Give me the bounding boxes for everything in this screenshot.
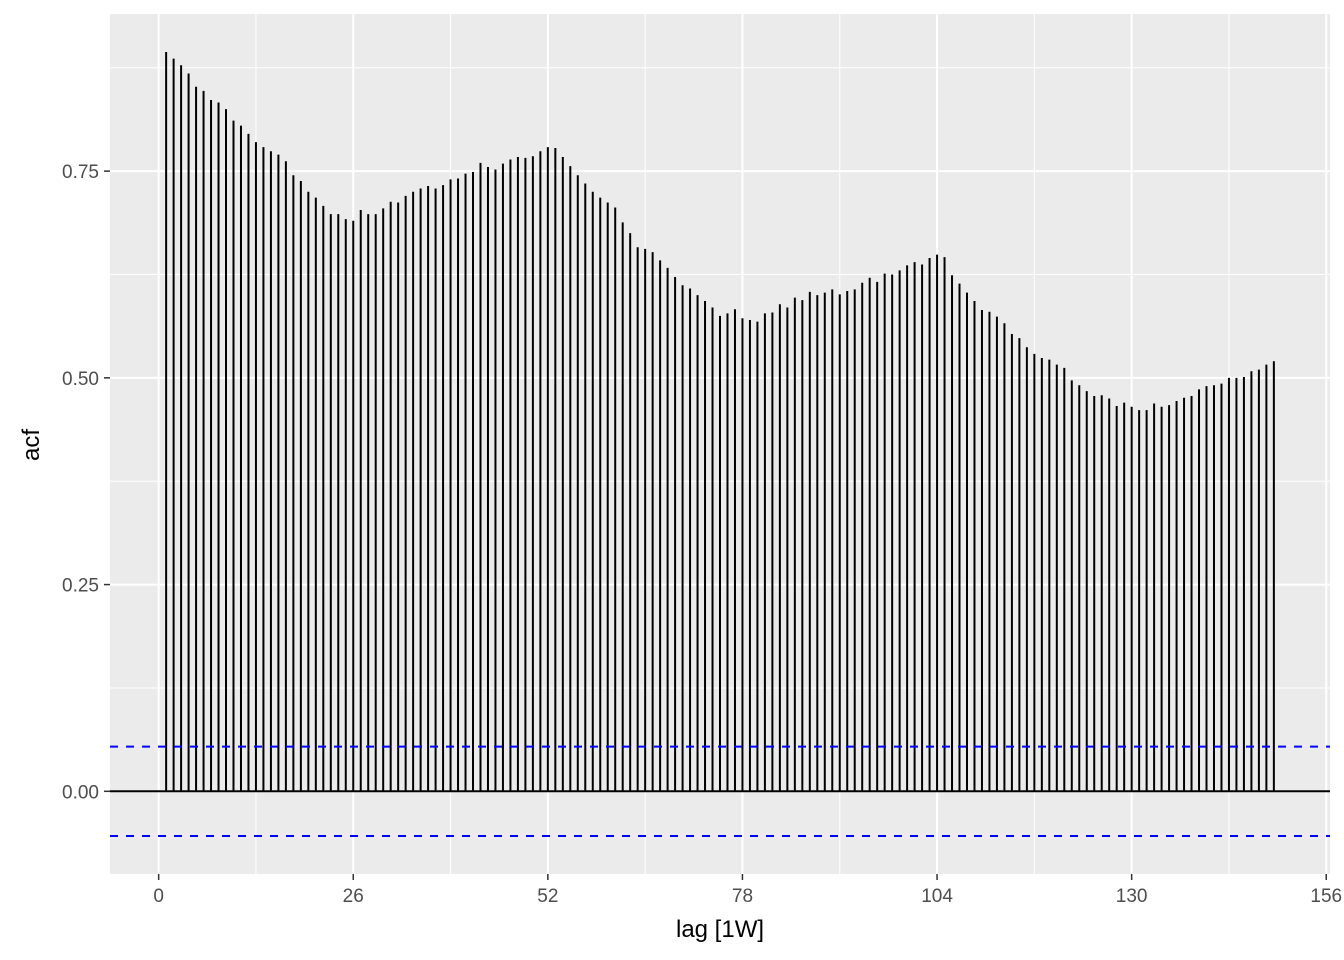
y-tick-label: 0.75 bbox=[62, 162, 99, 183]
x-tick-label: 130 bbox=[1116, 886, 1148, 907]
acf-bars bbox=[165, 52, 1275, 792]
x-tick-label: 52 bbox=[537, 886, 558, 907]
confidence-bounds bbox=[110, 745, 1330, 837]
x-tick-label: 156 bbox=[1310, 886, 1342, 907]
x-tick-label: 0 bbox=[153, 886, 164, 907]
y-tick-label: 0.50 bbox=[62, 369, 99, 390]
x-tick-label: 26 bbox=[343, 886, 364, 907]
x-tick-label: 78 bbox=[732, 886, 753, 907]
x-axis: 0 26 52 78 104 130 156 bbox=[153, 874, 1342, 907]
x-tick-label: 104 bbox=[921, 886, 953, 907]
y-axis-title: acf bbox=[18, 429, 45, 461]
y-axis: 0.00 0.25 0.50 0.75 bbox=[62, 162, 110, 803]
y-tick-label: 0.25 bbox=[62, 576, 99, 597]
x-axis-title: lag [1W] bbox=[676, 916, 764, 943]
y-tick-label: 0.00 bbox=[62, 782, 99, 803]
